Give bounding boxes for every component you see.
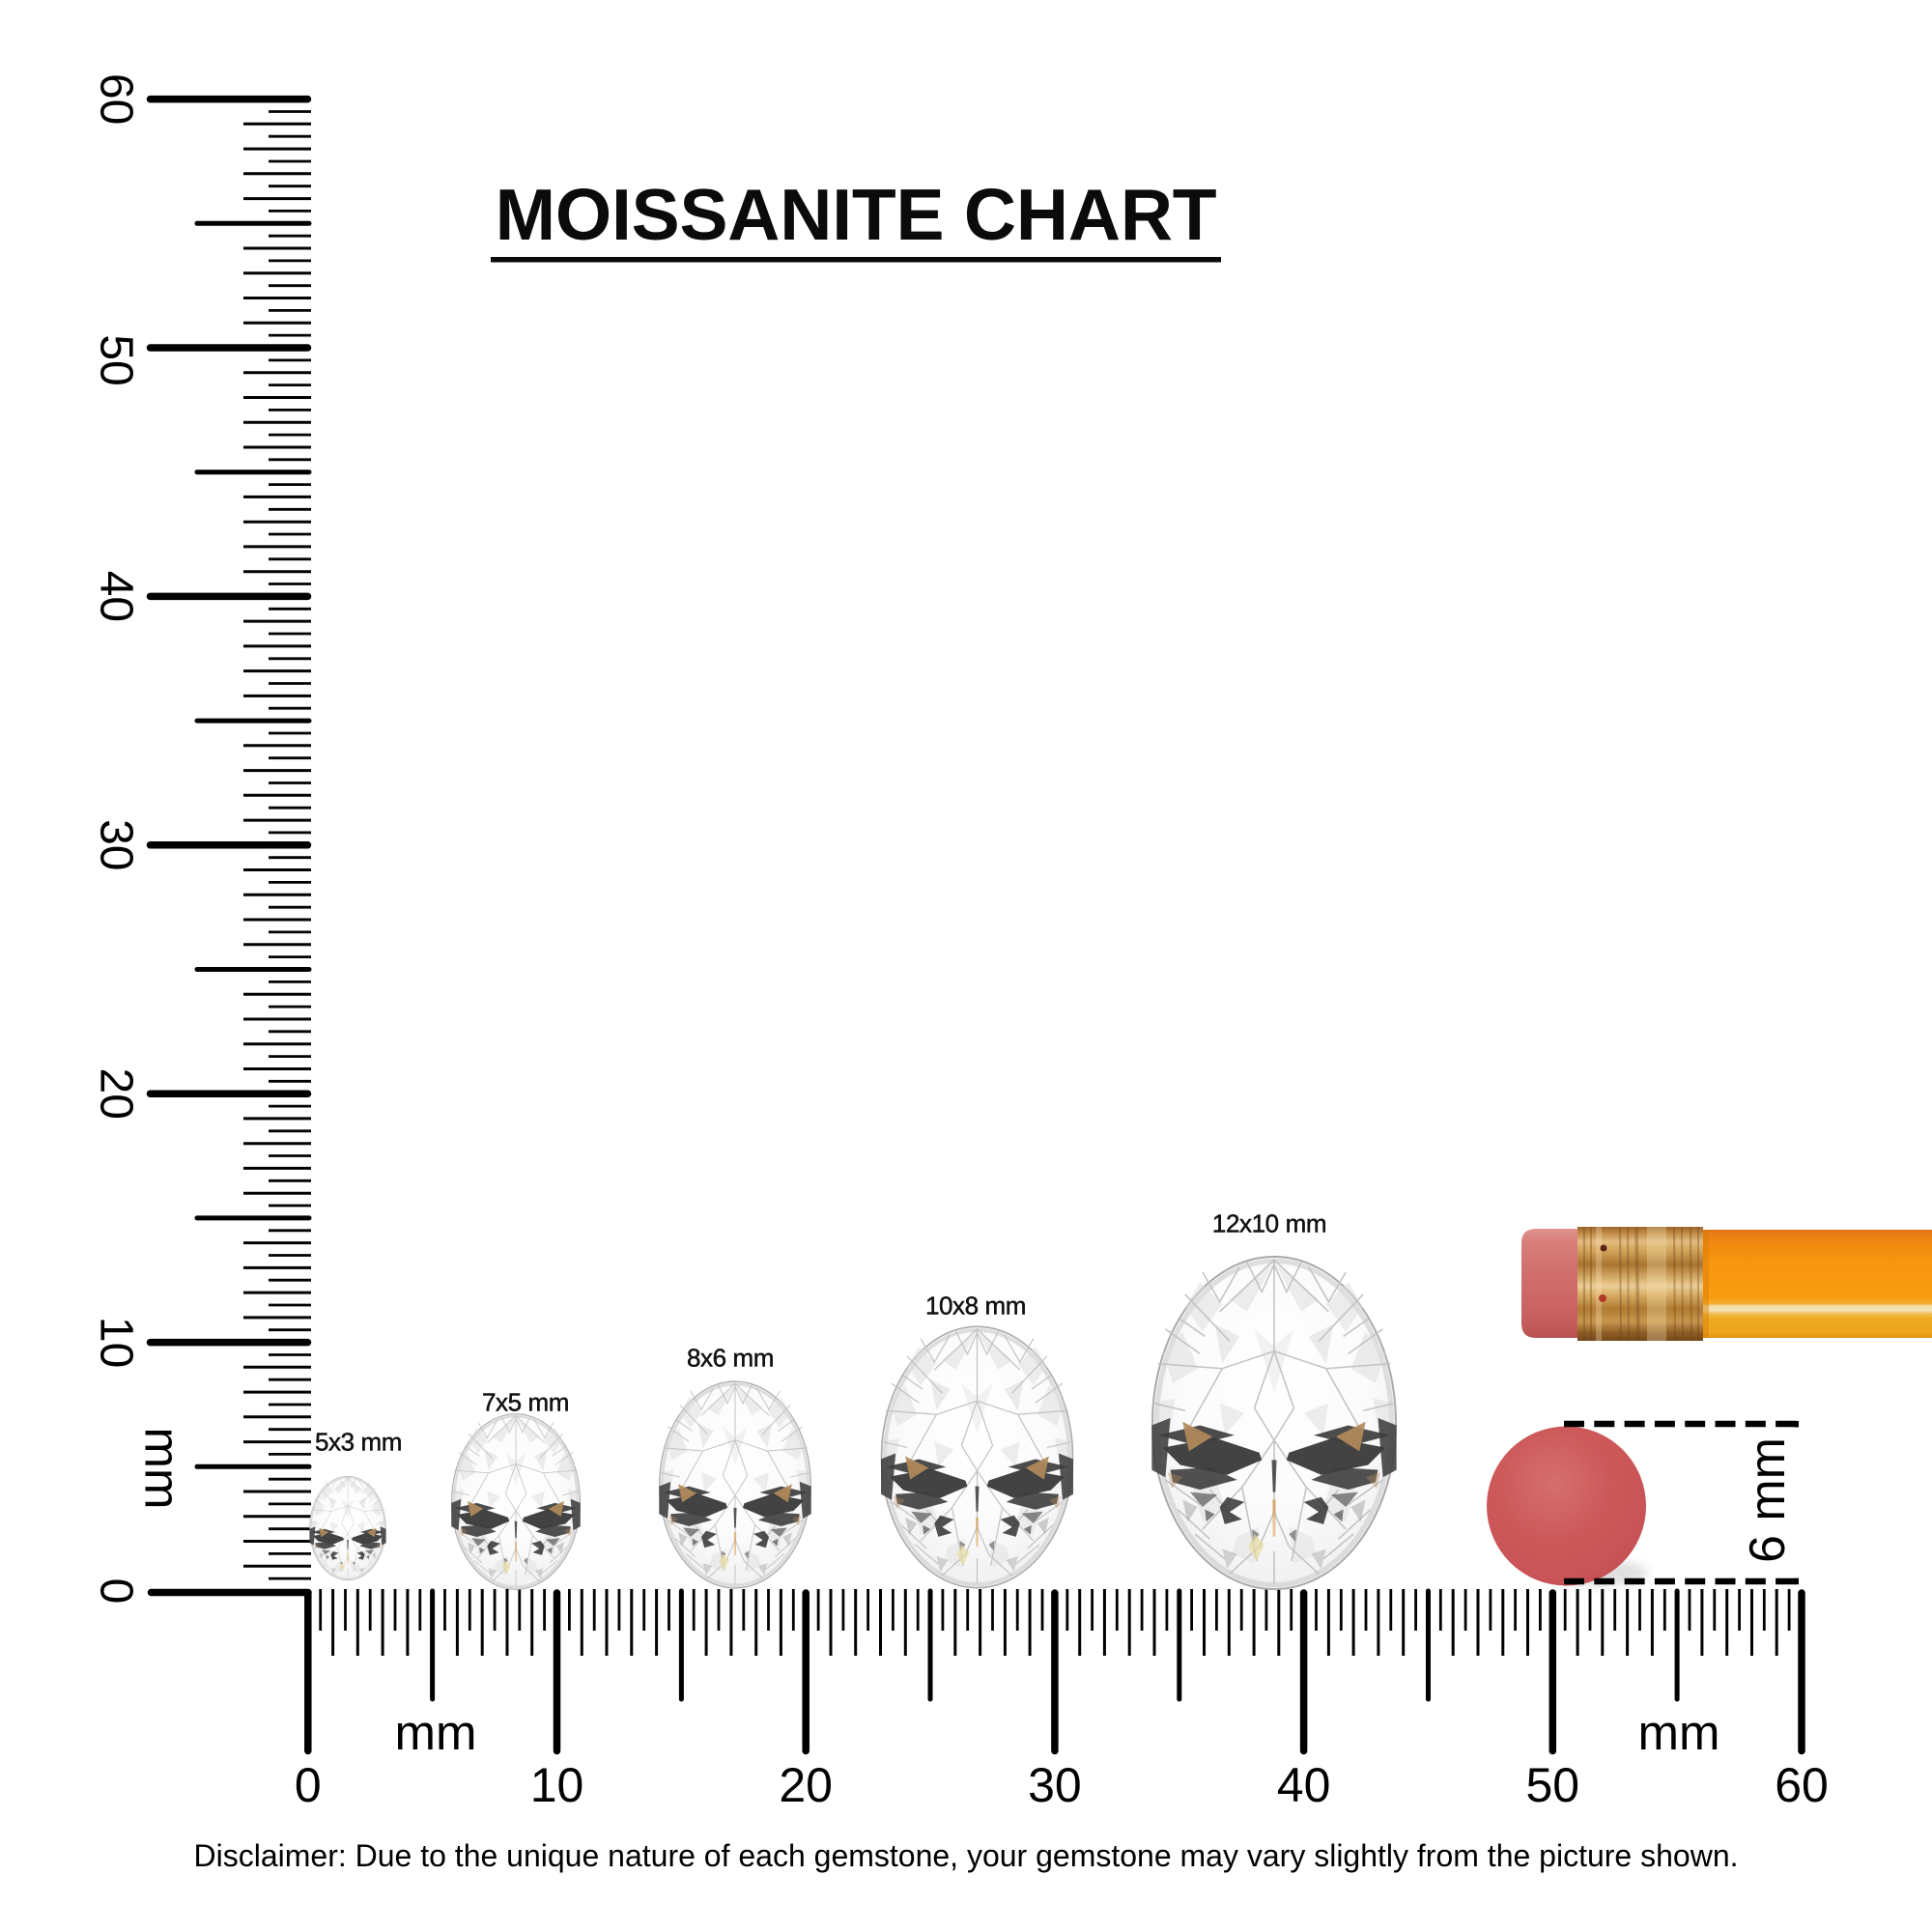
svg-text:20: 20 [779,1758,833,1812]
svg-text:30: 30 [1028,1758,1082,1812]
svg-text:60: 60 [91,73,142,125]
svg-text:30: 30 [91,819,142,870]
svg-text:40: 40 [91,571,142,622]
svg-text:10x8 mm: 10x8 mm [925,1292,1026,1321]
svg-text:MOISSANITE CHART: MOISSANITE CHART [496,174,1217,255]
svg-text:60: 60 [1775,1758,1829,1812]
svg-text:0: 0 [295,1758,322,1812]
svg-text:10: 10 [91,1317,142,1368]
svg-text:12x10 mm: 12x10 mm [1212,1209,1326,1238]
svg-text:mm: mm [395,1705,477,1760]
svg-text:20: 20 [91,1068,142,1120]
svg-text:mm: mm [135,1428,190,1510]
svg-text:8x6 mm: 8x6 mm [687,1344,774,1373]
svg-text:Disclaimer: Due to the unique: Disclaimer: Due to the unique nature of … [194,1838,1739,1873]
svg-text:6 mm: 6 mm [1740,1437,1796,1563]
svg-text:10: 10 [530,1758,584,1812]
svg-text:0: 0 [91,1578,142,1605]
svg-text:50: 50 [91,334,142,385]
svg-text:40: 40 [1277,1758,1331,1812]
svg-text:5x3 mm: 5x3 mm [315,1428,402,1457]
svg-text:50: 50 [1525,1758,1579,1812]
svg-text:mm: mm [1638,1705,1720,1760]
svg-text:7x5 mm: 7x5 mm [482,1388,569,1417]
